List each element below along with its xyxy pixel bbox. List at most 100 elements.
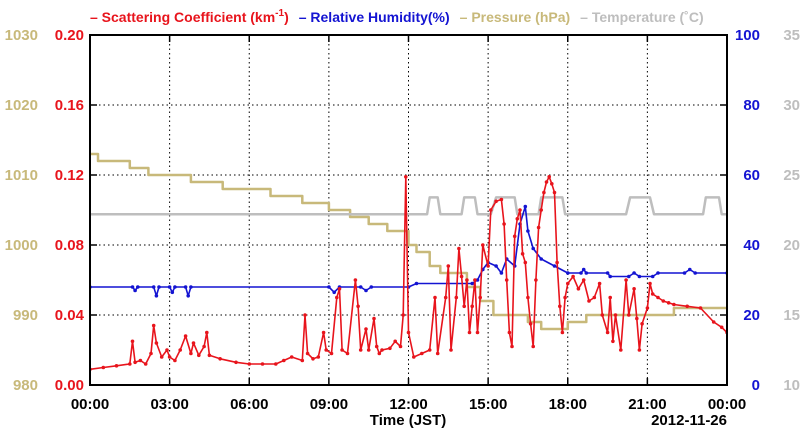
data-point-scattering [499, 197, 504, 202]
x-tick-label: 00:00 [708, 396, 746, 413]
data-point-scattering [510, 344, 514, 349]
legend-item-scattering: – Scattering Coefficient (km [90, 9, 275, 25]
data-point-scattering [234, 360, 238, 365]
data-point-scattering [406, 330, 411, 335]
data-point-scattering [494, 199, 498, 204]
data-point-scattering [412, 355, 416, 359]
data-point-scattering [316, 355, 321, 359]
temperature-tick-label: 20 [783, 237, 800, 254]
data-point-humidity [133, 288, 137, 293]
data-point-scattering [650, 292, 655, 296]
data-point-scattering [587, 299, 591, 303]
scattering-tick-label: 0.00 [55, 377, 84, 394]
data-point-scattering [640, 322, 644, 326]
data-point-scattering [366, 348, 371, 352]
data-point-scattering [536, 225, 541, 230]
x-axis-label: Time (JST) [370, 412, 446, 429]
x-tick-label: 15:00 [469, 396, 507, 413]
data-point-scattering [404, 175, 408, 179]
data-point-scattering [260, 362, 265, 366]
x-tick-label: 00:00 [71, 396, 109, 413]
data-point-scattering [520, 252, 525, 256]
data-point-humidity [358, 285, 363, 289]
data-point-scattering [101, 365, 106, 370]
data-point-scattering [303, 313, 307, 317]
data-point-scattering [274, 362, 278, 366]
data-point-humidity [157, 285, 161, 289]
data-point-humidity [364, 288, 368, 293]
data-point-scattering [178, 348, 182, 352]
data-point-scattering [685, 304, 689, 309]
temperature-tick-label: 25 [783, 167, 800, 184]
x-tick-label: 09:00 [310, 396, 348, 413]
data-point-humidity [531, 246, 535, 251]
data-point-scattering [465, 278, 469, 282]
data-point-scattering [372, 316, 376, 321]
temperature-tick-label: 10 [783, 377, 800, 394]
data-point-scattering [128, 362, 132, 366]
data-point-scattering [592, 295, 597, 300]
data-point-scattering [218, 357, 222, 361]
date-label: 2012-11-26 [651, 412, 727, 429]
data-point-humidity [167, 285, 172, 289]
data-point-humidity [637, 274, 642, 279]
data-point-scattering [356, 304, 360, 309]
data-point-scattering [337, 287, 342, 291]
data-point-scattering [507, 330, 512, 335]
humidity-tick-label: 100 [735, 27, 760, 44]
x-tick-label: 18:00 [549, 396, 587, 413]
data-point-scattering [173, 358, 177, 363]
data-point-scattering [205, 330, 209, 335]
data-point-scattering [433, 295, 437, 300]
data-point-scattering [154, 341, 159, 345]
scattering-tick-label: 0.12 [55, 167, 84, 184]
data-point-scattering [467, 330, 472, 335]
data-point-scattering [401, 313, 406, 317]
data-point-humidity [656, 271, 660, 275]
humidity-tick-label: 60 [743, 167, 760, 184]
data-point-scattering [247, 362, 252, 366]
data-point-scattering [114, 364, 119, 368]
data-point-scattering [481, 243, 485, 247]
data-point-humidity [693, 271, 697, 275]
data-point-scattering [446, 264, 451, 268]
data-point-scattering [605, 330, 610, 335]
data-point-scattering [597, 281, 602, 286]
data-point-scattering [289, 355, 294, 359]
data-point-scattering [377, 351, 382, 356]
data-point-scattering [518, 208, 522, 212]
data-point-scattering [648, 281, 652, 286]
data-point-scattering [443, 295, 448, 300]
data-point-scattering [542, 190, 546, 195]
data-point-humidity [494, 264, 498, 268]
data-point-scattering [374, 344, 379, 349]
data-point-scattering [189, 351, 193, 356]
data-point-humidity [170, 290, 175, 295]
data-point-scattering [555, 260, 559, 265]
data-point-scattering [305, 351, 310, 356]
data-point-humidity [173, 285, 177, 289]
data-point-scattering [619, 348, 623, 352]
data-point-scattering [576, 287, 581, 291]
pressure-tick-label: 980 [13, 377, 38, 394]
data-point-scattering [353, 278, 358, 282]
data-point-scattering [624, 278, 628, 282]
data-point-humidity [552, 264, 557, 268]
data-point-scattering [581, 278, 586, 282]
data-point-scattering [478, 295, 483, 300]
data-point-humidity [475, 278, 480, 282]
data-point-scattering [159, 355, 164, 359]
data-point-scattering [534, 278, 538, 282]
data-point-scattering [462, 304, 467, 309]
data-point-scattering [608, 295, 612, 300]
temperature-tick-label: 30 [783, 97, 800, 114]
data-point-scattering [563, 295, 567, 300]
scattering-tick-label: 0.08 [55, 237, 84, 254]
data-point-humidity [414, 281, 419, 286]
data-point-scattering [613, 313, 618, 317]
data-point-humidity [539, 257, 543, 261]
data-point-scattering [473, 278, 477, 282]
data-point-humidity [632, 271, 636, 275]
data-point-scattering [547, 175, 551, 179]
data-point-scattering [335, 295, 339, 300]
